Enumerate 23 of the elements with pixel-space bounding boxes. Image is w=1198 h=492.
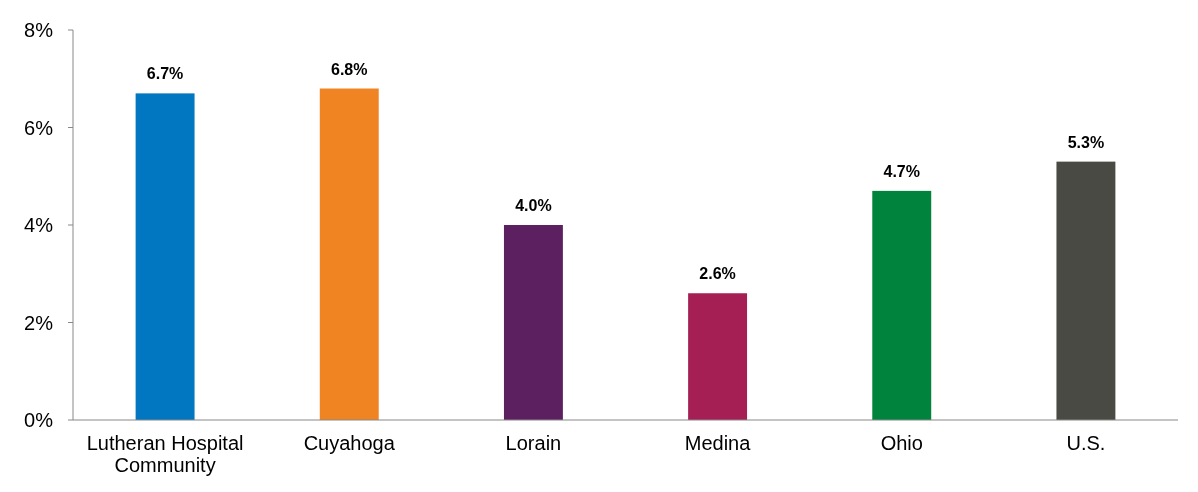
x-tick-label: Lutheran Hospital Community [86, 432, 244, 476]
data-label: 6.7% [146, 65, 184, 83]
bar [503, 225, 563, 420]
bar [1056, 161, 1116, 420]
y-tick-label: 8% [24, 19, 54, 41]
bar [135, 93, 195, 420]
x-tick-label: Medina [684, 432, 752, 454]
data-label: 6.8% [331, 60, 368, 78]
x-tick-label: Lorain [505, 432, 562, 454]
x-tick-label: Ohio [880, 432, 923, 454]
y-tick-label: 0% [24, 409, 54, 431]
data-label: 4.7% [883, 162, 920, 180]
bar [688, 293, 748, 420]
x-tick-label: Cuyahoga [303, 432, 396, 454]
y-tick-label: 4% [24, 214, 54, 236]
bar [872, 190, 932, 420]
bar [319, 88, 379, 420]
x-tick-label: U.S. [1066, 432, 1106, 454]
data-label: 2.6% [699, 265, 736, 283]
data-label: 4.0% [515, 197, 552, 214]
data-label: 5.3% [1067, 133, 1105, 151]
y-tick-label: 6% [24, 116, 54, 139]
y-tick-label: 2% [24, 311, 54, 334]
